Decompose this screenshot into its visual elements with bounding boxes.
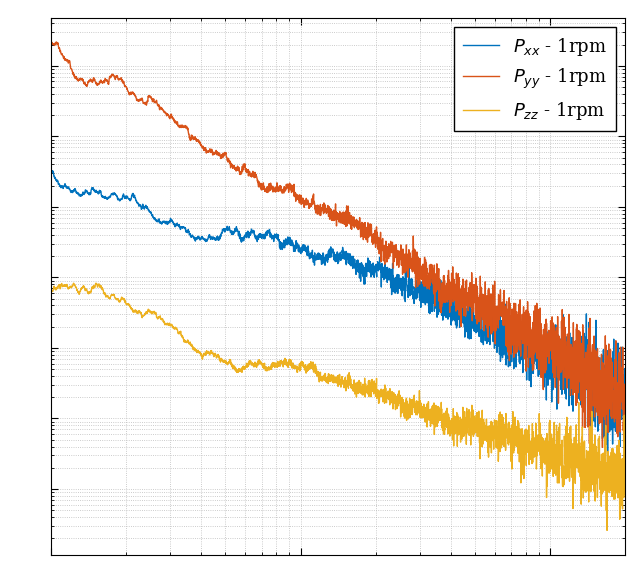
$P_{zz}$ - 1rpm (113, 296, 121, 303)
$P_{yy}$ - 1rpm (549, 334, 556, 341)
$P_{xx}$ - 1rpm (292, 245, 300, 252)
$P_{xx}$ - 1rpm (47, 170, 55, 177)
$P_{zz}$ - 1rpm (147, 308, 154, 315)
Legend: $P_{xx}$ - 1rpm, $P_{yy}$ - 1rpm, $P_{zz}$ - 1rpm: $P_{xx}$ - 1rpm, $P_{yy}$ - 1rpm, $P_{zz… (454, 26, 616, 131)
$P_{yy}$ - 1rpm (47, 41, 55, 48)
$P_{zz}$ - 1rpm (611, 458, 618, 465)
$P_{xx}$ - 1rpm (611, 388, 618, 395)
$P_{yy}$ - 1rpm (113, 72, 121, 79)
Line: $P_{yy}$ - 1rpm: $P_{yy}$ - 1rpm (51, 42, 625, 461)
$P_{zz}$ - 1rpm (267, 366, 275, 373)
$P_{xx}$ - 1rpm (113, 192, 121, 199)
$P_{xx}$ - 1rpm (147, 210, 154, 217)
$P_{xx}$ - 1rpm (621, 423, 629, 430)
$P_{zz}$ - 1rpm (549, 446, 556, 453)
$P_{xx}$ - 1rpm (48, 168, 56, 175)
$P_{yy}$ - 1rpm (52, 39, 60, 46)
$P_{zz}$ - 1rpm (70, 280, 77, 287)
$P_{xx}$ - 1rpm (604, 450, 611, 457)
$P_{zz}$ - 1rpm (292, 366, 300, 373)
Line: $P_{zz}$ - 1rpm: $P_{zz}$ - 1rpm (51, 283, 625, 530)
$P_{yy}$ - 1rpm (621, 457, 628, 464)
$P_{xx}$ - 1rpm (267, 231, 275, 238)
$P_{zz}$ - 1rpm (47, 290, 55, 297)
$P_{yy}$ - 1rpm (292, 190, 300, 197)
Line: $P_{xx}$ - 1rpm: $P_{xx}$ - 1rpm (51, 171, 625, 454)
$P_{zz}$ - 1rpm (621, 491, 629, 498)
$P_{yy}$ - 1rpm (611, 406, 618, 413)
$P_{yy}$ - 1rpm (147, 95, 154, 102)
$P_{xx}$ - 1rpm (549, 350, 556, 357)
$P_{yy}$ - 1rpm (621, 395, 629, 402)
$P_{yy}$ - 1rpm (267, 183, 275, 190)
$P_{zz}$ - 1rpm (603, 527, 611, 534)
